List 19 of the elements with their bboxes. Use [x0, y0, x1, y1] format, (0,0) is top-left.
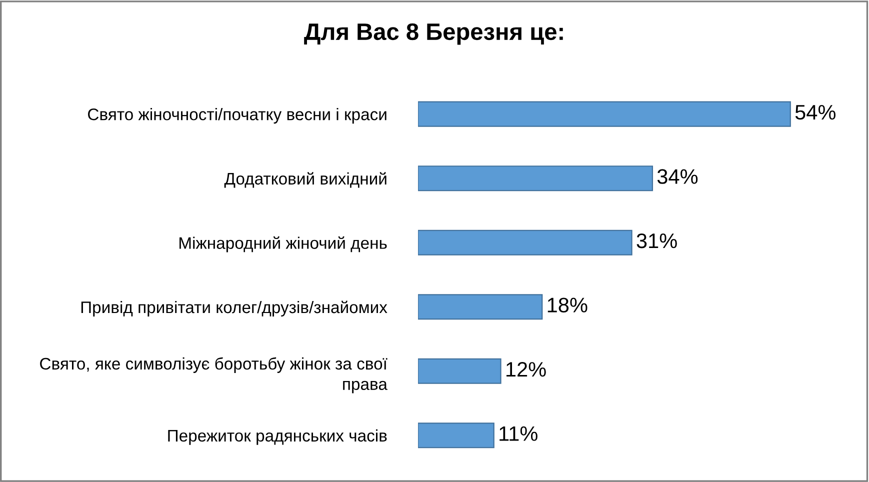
data-label: 12%	[506, 362, 546, 377]
bar	[418, 166, 654, 192]
data-label: 31%	[636, 233, 677, 248]
y-tick-label: Свято жіночності/початку весни і краси	[88, 108, 386, 124]
data-label: 54%	[795, 105, 836, 120]
bar	[418, 358, 502, 384]
chart-title: Для Вас 8 Березня це:	[304, 23, 563, 45]
y-tick-label: Пережиток радянських часів	[168, 429, 387, 445]
bar	[418, 422, 494, 448]
y-tick-label: Додатковий вихідний	[224, 172, 386, 188]
data-label: 34%	[657, 169, 698, 184]
y-tick-label: Свято, яке символізує боротьбу жінок за свої права	[40, 357, 388, 394]
data-label: 18%	[548, 298, 588, 312]
y-tick-label: Привід привітати колег/друзів/знайомих	[81, 300, 388, 317]
bar	[418, 101, 791, 127]
data-label: 11%	[500, 426, 538, 441]
bar	[418, 294, 543, 320]
y-tick-label: Міжнародний жіночий день	[180, 236, 387, 252]
bar	[418, 230, 632, 256]
